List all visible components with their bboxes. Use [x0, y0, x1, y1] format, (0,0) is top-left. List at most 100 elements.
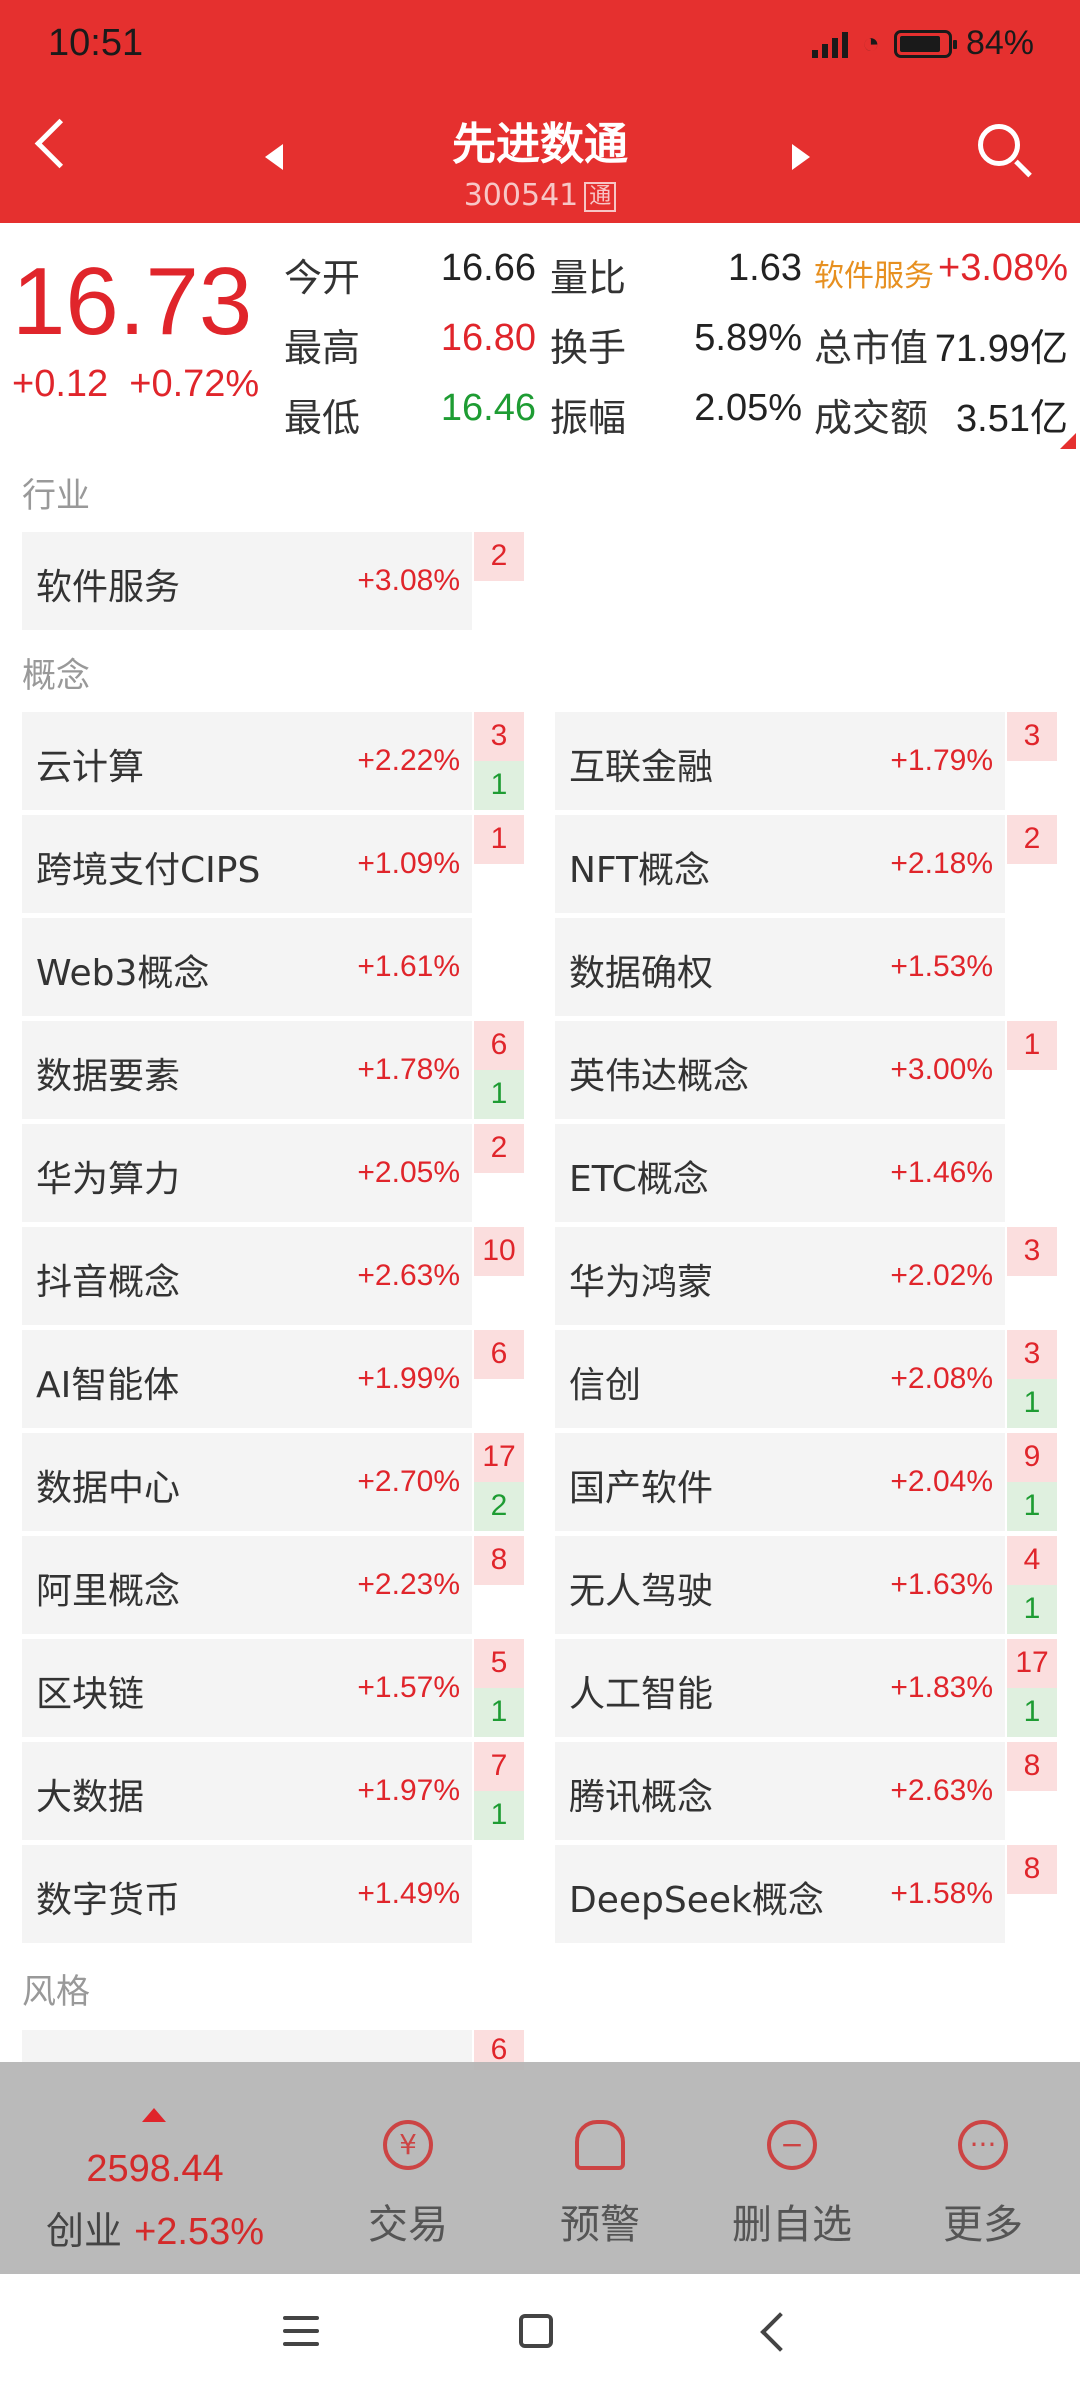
concept-tile[interactable]: 抖音概念 +2.63%: [22, 1227, 472, 1325]
system-nav-bar: [0, 2274, 1080, 2400]
limit-up-count-badge: 2: [474, 1124, 524, 1173]
tile-name: 国产软件: [569, 1468, 714, 1509]
market-cap-label: 总市值: [814, 326, 929, 370]
concept-tile[interactable]: 无人驾驶 +1.63%: [555, 1536, 1005, 1634]
concept-tile[interactable]: AI智能体 +1.99%: [22, 1330, 472, 1428]
index-value[interactable]: 2598.44: [86, 2148, 224, 2190]
limit-up-count-badge: 9: [1007, 1433, 1057, 1482]
price-change: +0.12 +0.72%: [12, 363, 260, 405]
tile-pct: +2.63%: [357, 1259, 460, 1292]
tile-name: 云计算: [36, 747, 145, 788]
concept-tile[interactable]: 数据要素 +1.78%: [22, 1021, 472, 1119]
tile-pct: +1.53%: [890, 950, 993, 983]
stock-code: 300541 通: [0, 178, 1080, 213]
quote-panel: 16.73 +0.12 +0.72% 今开 16.66 量比 1.63 软件服务…: [0, 223, 1080, 453]
tile-name: DeepSeek概念: [569, 1880, 824, 1921]
limit-up-count-badge: 6: [474, 1330, 524, 1379]
concept-tile[interactable]: ETC概念 +1.46%: [555, 1124, 1005, 1222]
tile-name: 抖音概念: [36, 1262, 181, 1303]
concept-tile[interactable]: Web3概念 +1.61%: [22, 918, 472, 1016]
expand-corner-icon[interactable]: [1060, 433, 1076, 449]
turnover-value: 5.89%: [694, 317, 802, 359]
volume-ratio-value: 1.63: [728, 247, 802, 289]
high-label: 最高: [284, 326, 361, 370]
concept-tile[interactable]: 人工智能 +1.83%: [555, 1639, 1005, 1737]
limit-up-count-badge: 7: [474, 1742, 524, 1791]
concept-tile[interactable]: 软件服务 +3.08%: [22, 532, 472, 630]
concept-tile[interactable]: 国产软件 +2.04%: [555, 1433, 1005, 1531]
tile-name: 数据要素: [36, 1056, 181, 1097]
limit-up-count-badge: 1: [474, 815, 524, 864]
remove-watchlist-button[interactable]: − 删自选: [697, 2120, 887, 2270]
tile-name: 人工智能: [569, 1674, 714, 1715]
index-name[interactable]: 创业 +2.53%: [45, 2209, 265, 2253]
limit-down-count-badge: 1: [474, 1688, 524, 1737]
section-industry: 行业: [22, 476, 90, 516]
more-button[interactable]: ··· 更多: [888, 2120, 1078, 2270]
concept-tile[interactable]: DeepSeek概念 +1.58%: [555, 1845, 1005, 1943]
concept-tile[interactable]: 数据确权 +1.53%: [555, 918, 1005, 1016]
next-stock-icon[interactable]: [792, 144, 810, 170]
concept-tile[interactable]: 云计算 +2.22%: [22, 712, 472, 810]
limit-down-count-badge: 1: [1007, 1688, 1057, 1737]
minus-circle-icon: −: [767, 2120, 817, 2170]
limit-down-count-badge: 1: [1007, 1482, 1057, 1531]
concept-tile[interactable]: 华为鸿蒙 +2.02%: [555, 1227, 1005, 1325]
concept-tile[interactable]: 英伟达概念 +3.00%: [555, 1021, 1005, 1119]
concept-tile[interactable]: 大数据 +1.97%: [22, 1742, 472, 1840]
volume-ratio-label: 量比: [550, 256, 627, 300]
search-icon[interactable]: [978, 124, 1020, 166]
limit-up-count-badge: 8: [474, 1536, 524, 1585]
tile-pct: +3.00%: [890, 1053, 993, 1086]
battery-icon: [893, 29, 957, 58]
tile-name: 英伟达概念: [569, 1056, 750, 1097]
concept-tile[interactable]: 跨境支付CIPS +1.09%: [22, 815, 472, 913]
tile-name: 区块链: [36, 1674, 145, 1715]
concept-tile[interactable]: 华为算力 +2.05%: [22, 1124, 472, 1222]
tile-pct: +1.83%: [890, 1671, 993, 1704]
limit-up-count-badge: 6: [474, 1021, 524, 1070]
tile-pct: +1.49%: [357, 1877, 460, 1910]
amplitude-label: 振幅: [550, 396, 627, 440]
tile-pct: +2.23%: [357, 1568, 460, 1601]
limit-up-count-badge: 1: [1007, 1021, 1057, 1070]
concept-tile[interactable]: 互联金融 +1.79%: [555, 712, 1005, 810]
home-icon[interactable]: [519, 2314, 553, 2348]
tile-pct: +1.99%: [357, 1362, 460, 1395]
prev-stock-icon[interactable]: [265, 144, 283, 170]
tile-name: Web3概念: [36, 953, 210, 994]
market-cap-value: 71.99亿: [934, 328, 1068, 370]
alert-button[interactable]: 预警: [505, 2120, 695, 2270]
limit-up-count-badge: 2: [1007, 815, 1057, 864]
tile-pct: +1.61%: [357, 950, 460, 983]
concept-tile[interactable]: 数字货币 +1.49%: [22, 1845, 472, 1943]
sector-tag[interactable]: 软件服务: [814, 259, 934, 294]
limit-up-count-badge: 17: [474, 1433, 524, 1482]
turnover-label: 换手: [550, 326, 627, 370]
open-value: 16.66: [440, 247, 536, 289]
concept-tile[interactable]: 信创 +2.08%: [555, 1330, 1005, 1428]
tile-name: 互联金融: [569, 747, 714, 788]
tile-pct: +1.97%: [357, 1774, 460, 1807]
concept-tile[interactable]: 腾讯概念 +2.63%: [555, 1742, 1005, 1840]
tile-pct: +1.57%: [357, 1671, 460, 1704]
concept-tile[interactable]: 数据中心 +2.70%: [22, 1433, 472, 1531]
header-bar: 10:51 ◔ 84% 先进数通 300541 通: [0, 0, 1080, 223]
concept-tile[interactable]: NFT概念 +2.18%: [555, 815, 1005, 913]
sector-pct: +3.08%: [938, 247, 1068, 289]
limit-up-count-badge: 4: [1007, 1536, 1057, 1585]
status-bar: 10:51 ◔ 84%: [0, 0, 1080, 95]
stock-name: 先进数通: [452, 119, 628, 170]
battery-level: 84%: [965, 24, 1034, 62]
concept-tile[interactable]: 阿里概念 +2.23%: [22, 1536, 472, 1634]
limit-up-count-badge: 3: [1007, 1330, 1057, 1379]
concept-tile[interactable]: 区块链 +1.57%: [22, 1639, 472, 1737]
tile-name: AI智能体: [36, 1365, 180, 1406]
limit-up-count-badge: 17: [1007, 1639, 1057, 1688]
limit-up-count-badge: 3: [474, 712, 524, 761]
trade-button[interactable]: ¥ 交易: [313, 2120, 503, 2270]
menu-icon[interactable]: [283, 2316, 319, 2355]
tile-pct: +2.08%: [890, 1362, 993, 1395]
limit-up-count-badge: 8: [1007, 1742, 1057, 1791]
bell-icon: [575, 2120, 625, 2170]
